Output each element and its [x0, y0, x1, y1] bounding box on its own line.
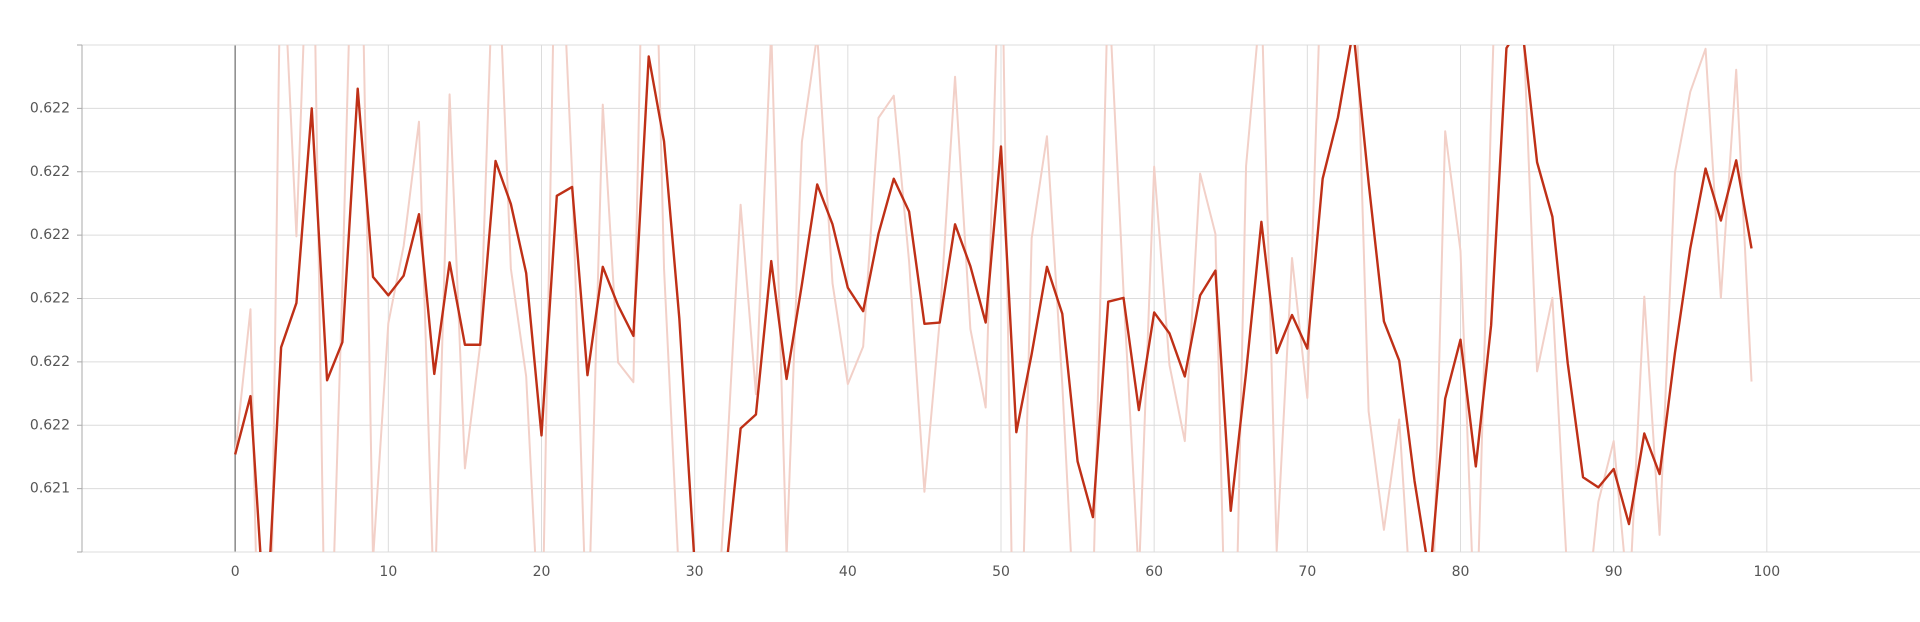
x-tick-label: 100	[1753, 564, 1780, 580]
plot-area	[234, 45, 1753, 552]
x-tick-label: 30	[686, 564, 704, 580]
y-tick-label: 0.622	[30, 100, 70, 116]
y-tick-label: 0.621	[30, 481, 70, 497]
x-tick-label: 90	[1605, 564, 1623, 580]
x-tick-label: 10	[379, 564, 397, 580]
x-tick-label: 0	[231, 564, 240, 580]
grid	[82, 44, 1920, 553]
x-tick-label: 40	[839, 564, 857, 580]
y-tick-label: 0.622	[30, 291, 70, 307]
series-line	[234, 45, 1753, 552]
x-tick-label: 20	[533, 564, 551, 580]
x-tick-label: 60	[1145, 564, 1163, 580]
y-tick-label: 0.622	[30, 227, 70, 243]
y-tick-label: 0.622	[30, 164, 70, 180]
series-line	[234, 45, 1753, 552]
axes: 0.621 0.622 0.622 0.622 0.622 0.622 0.622 0 10 20…	[30, 44, 1780, 580]
x-tick-label: 50	[992, 564, 1010, 580]
x-tick-label: 70	[1298, 564, 1316, 580]
y-tick-label: 0.622	[30, 417, 70, 433]
y-tick-label: 0.622	[30, 354, 70, 370]
x-tick-label: 80	[1452, 564, 1470, 580]
